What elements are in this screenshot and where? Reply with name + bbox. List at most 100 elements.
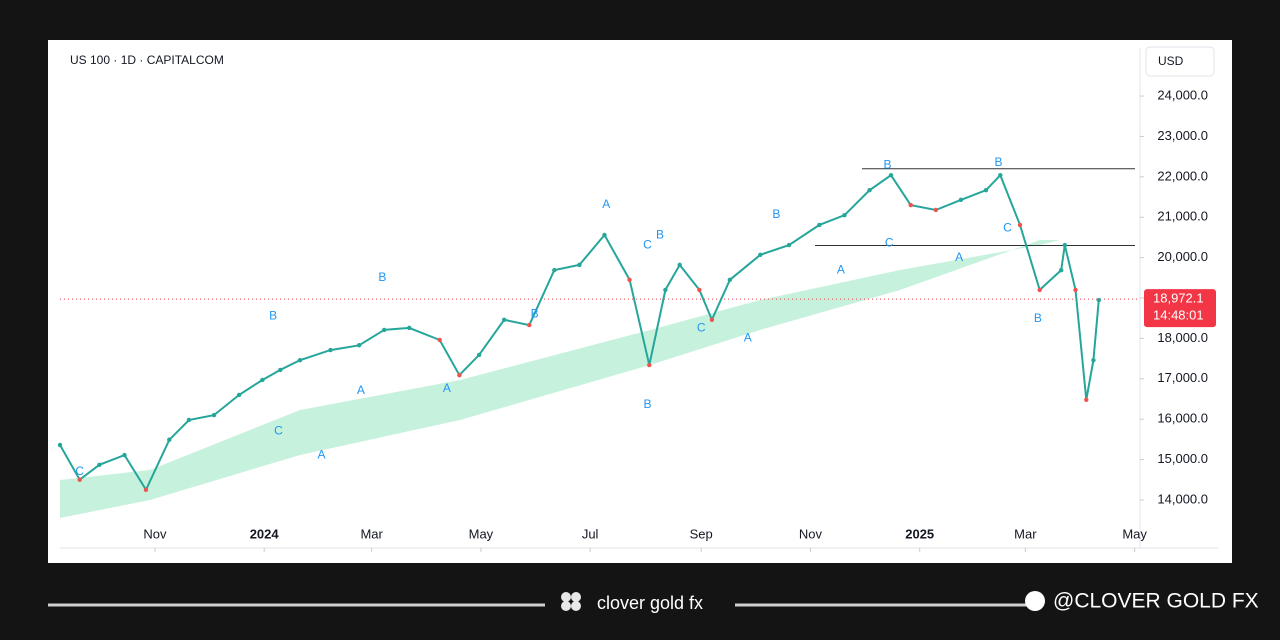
wave-label: A — [443, 381, 451, 395]
y-tick-label: 23,000.0 — [1157, 128, 1208, 143]
x-tick-label: Nov — [799, 526, 823, 541]
wave-label: A — [837, 263, 845, 277]
price-point — [677, 262, 682, 268]
handle: @CLOVER GOLD FX — [1053, 590, 1259, 613]
wave-label: B — [772, 207, 780, 221]
x-tick-label: Sep — [690, 526, 713, 541]
price-point — [297, 357, 303, 363]
wave-label: B — [883, 158, 891, 172]
price-point — [1062, 242, 1067, 248]
y-tick-label: 17,000.0 — [1157, 370, 1208, 385]
price-point — [97, 462, 102, 468]
price-point — [122, 452, 127, 458]
price-point — [1037, 287, 1042, 293]
price-point — [278, 367, 283, 373]
price-point — [457, 372, 462, 378]
wave-label: C — [75, 464, 84, 478]
price-point — [758, 252, 763, 257]
y-tick-label: 22,000.0 — [1157, 168, 1208, 183]
wave-label: C — [274, 423, 283, 437]
y-tick-label: 18,000.0 — [1157, 330, 1208, 345]
y-tick-label: 14,000.0 — [1157, 491, 1208, 506]
price-point — [602, 232, 607, 238]
x-tick-label: May — [1122, 526, 1147, 541]
price-point — [143, 487, 149, 493]
price-point — [77, 477, 82, 482]
price-point — [1084, 397, 1089, 402]
last-price-label: 18,972.1 — [1153, 291, 1204, 306]
price-point — [1017, 222, 1023, 228]
price-point — [260, 377, 265, 383]
price-point — [817, 222, 822, 228]
price-point — [236, 392, 242, 398]
price-point — [786, 242, 792, 248]
x-tick-label: 2025 — [905, 526, 934, 541]
wave-label: B — [1034, 311, 1042, 325]
price-point — [407, 325, 412, 331]
facebook-icon — [1025, 591, 1045, 611]
y-tick-label: 24,000.0 — [1157, 87, 1208, 102]
wave-label: C — [643, 238, 652, 252]
wave-label: B — [531, 307, 539, 321]
price-point — [328, 347, 333, 353]
y-tick-label: 21,000.0 — [1157, 209, 1208, 224]
price-point — [577, 262, 582, 268]
currency-box[interactable] — [1145, 46, 1215, 77]
wave-label: A — [317, 448, 325, 462]
x-tick-label: 2024 — [250, 526, 280, 541]
price-point — [647, 362, 652, 368]
wave-label: B — [643, 397, 651, 411]
price-point — [501, 317, 507, 323]
wave-label: B — [656, 228, 664, 242]
wave-label: A — [955, 250, 963, 264]
price-point — [381, 327, 387, 333]
price-point — [57, 442, 63, 448]
wave-label: B — [994, 155, 1002, 169]
price-point — [356, 343, 362, 348]
x-tick-label: Mar — [360, 526, 383, 541]
wave-label: C — [697, 320, 706, 334]
price-point — [1091, 357, 1096, 363]
last-price-box — [1144, 289, 1216, 328]
price-point — [983, 187, 989, 193]
price-point — [1058, 267, 1064, 273]
price-point — [437, 337, 442, 343]
wave-label: A — [602, 197, 610, 211]
price-point — [697, 287, 702, 293]
chart-panel — [48, 40, 1232, 563]
wave-label: B — [269, 308, 277, 322]
price-point — [1096, 297, 1102, 303]
wave-label: C — [885, 236, 894, 250]
price-point — [958, 197, 964, 203]
x-tick-label: Jul — [582, 526, 599, 541]
x-tick-label: Mar — [1014, 526, 1037, 541]
price-point — [552, 267, 557, 273]
wave-label: B — [378, 270, 386, 284]
countdown: 14:48:01 — [1153, 308, 1204, 323]
price-point — [933, 207, 939, 213]
price-line — [59, 173, 1100, 492]
y-tick-label: 16,000.0 — [1157, 411, 1208, 426]
brand: clover gold fx — [597, 593, 703, 613]
price-point — [527, 322, 532, 328]
price-point — [211, 412, 217, 418]
clover-icon — [561, 592, 581, 611]
wave-label: A — [357, 383, 365, 397]
price-point — [908, 202, 913, 208]
wave-label: A — [744, 331, 752, 345]
x-tick-label: May — [469, 526, 494, 541]
price-point — [627, 277, 632, 283]
price-point — [842, 213, 847, 218]
cloud — [60, 240, 1060, 518]
y-tick-label: 15,000.0 — [1157, 451, 1208, 466]
y-tick-label: 20,000.0 — [1157, 249, 1208, 264]
price-point — [867, 187, 872, 193]
x-tick-label: Nov — [143, 526, 167, 541]
wave-label: C — [1003, 220, 1012, 234]
price-point — [998, 173, 1003, 178]
price-point — [888, 173, 894, 178]
price-point — [167, 437, 172, 442]
price-point — [727, 277, 733, 283]
